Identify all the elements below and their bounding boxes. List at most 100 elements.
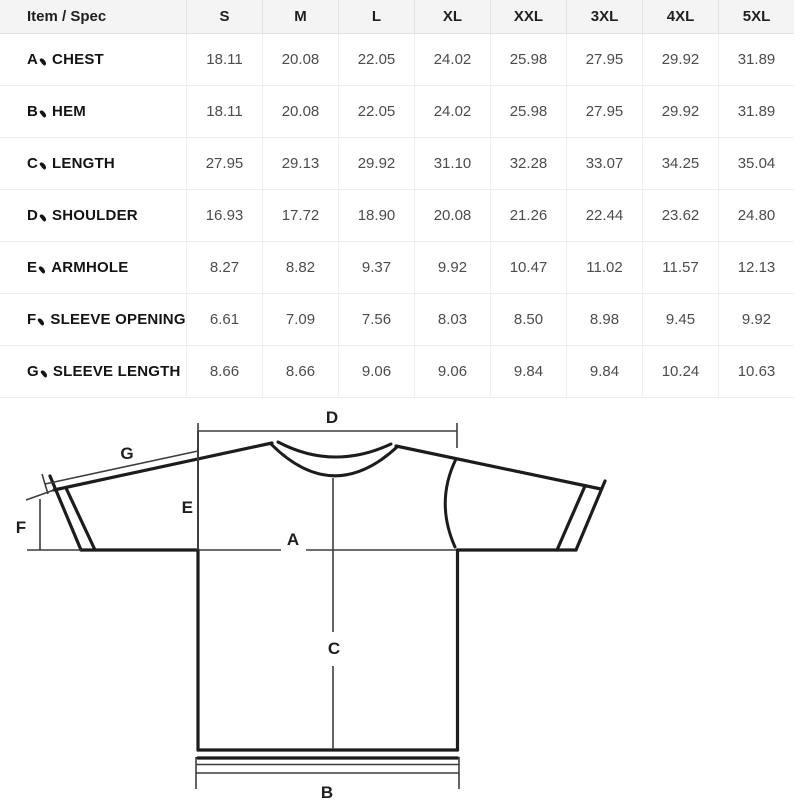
table-header-row: Item / Spec S M L XL XXL 3XL 4XL 5XL (0, 0, 794, 34)
value-cell: 8.82 (262, 242, 338, 293)
dim-label-armhole: E (182, 498, 193, 517)
value-cell: 18.90 (338, 190, 414, 241)
column-header-m: M (262, 0, 338, 33)
ideographic-comma-icon (36, 312, 50, 327)
table-row-armhole: E ARMHOLE 8.27 8.82 9.37 9.92 10.47 11.02… (0, 242, 794, 294)
value-cell: 29.13 (262, 138, 338, 189)
ideographic-comma-icon (37, 260, 51, 275)
value-cell: 9.92 (718, 294, 794, 345)
table-row-sleeve-opening: F SLEEVE OPENING 6.61 7.09 7.56 8.03 8.50… (0, 294, 794, 346)
value-cell: 10.24 (642, 346, 718, 397)
value-cell: 29.92 (642, 34, 718, 85)
column-header-xl: XL (414, 0, 490, 33)
value-cell: 21.26 (490, 190, 566, 241)
value-cell: 18.11 (186, 34, 262, 85)
value-cell: 12.13 (718, 242, 794, 293)
row-measure-name: ARMHOLE (51, 259, 129, 276)
value-cell: 20.08 (414, 190, 490, 241)
value-cell: 20.08 (262, 86, 338, 137)
value-cell: 9.45 (642, 294, 718, 345)
column-header-4xl: 4XL (642, 0, 718, 33)
dim-ext-sleeve-opening-top (25, 489, 55, 501)
value-cell: 31.89 (718, 34, 794, 85)
value-cell: 16.93 (186, 190, 262, 241)
row-label: G SLEEVE LENGTH (0, 346, 186, 397)
row-measure-name: SHOULDER (52, 207, 138, 224)
value-cell: 24.02 (414, 86, 490, 137)
value-cell: 9.92 (414, 242, 490, 293)
size-spec-table: Item / Spec S M L XL XXL 3XL 4XL 5XL A CH… (0, 0, 794, 398)
value-cell: 35.04 (718, 138, 794, 189)
row-label: C LENGTH (0, 138, 186, 189)
value-cell: 33.07 (566, 138, 642, 189)
table-row-shoulder: D SHOULDER 16.93 17.72 18.90 20.08 21.26 … (0, 190, 794, 242)
row-measure-name: CHEST (52, 51, 104, 68)
value-cell: 10.63 (718, 346, 794, 397)
column-header-xxl: XXL (490, 0, 566, 33)
dimension-labels: D G E F A C B (16, 408, 340, 800)
value-cell: 9.84 (566, 346, 642, 397)
tshirt-measurement-diagram: D G E F A C B (0, 402, 800, 800)
row-label: F SLEEVE OPENING (0, 294, 186, 345)
value-cell: 24.02 (414, 34, 490, 85)
value-cell: 9.06 (338, 346, 414, 397)
row-measure-name: HEM (52, 103, 86, 120)
value-cell: 24.80 (718, 190, 794, 241)
value-cell: 25.98 (490, 34, 566, 85)
value-cell: 27.95 (566, 86, 642, 137)
right-cuff-inner-line (555, 484, 587, 552)
column-header-3xl: 3XL (566, 0, 642, 33)
value-cell: 27.95 (186, 138, 262, 189)
value-cell: 8.66 (186, 346, 262, 397)
left-cuff-inner-line (64, 486, 97, 552)
value-cell: 10.47 (490, 242, 566, 293)
row-label: E ARMHOLE (0, 242, 186, 293)
dim-label-sleeve-opening: F (16, 518, 26, 537)
dim-label-hem: B (321, 783, 333, 800)
value-cell: 9.37 (338, 242, 414, 293)
left-sleeve-top-edge (52, 441, 274, 492)
table-row-chest: A CHEST 18.11 20.08 22.05 24.02 25.98 27.… (0, 34, 794, 86)
value-cell: 29.92 (338, 138, 414, 189)
left-cuff-outer-line (48, 474, 83, 552)
value-cell: 20.08 (262, 34, 338, 85)
row-measure-name: SLEEVE OPENING (50, 311, 186, 328)
value-cell: 11.57 (642, 242, 718, 293)
column-header-s: S (186, 0, 262, 33)
dim-line-sleeve-length (44, 450, 199, 485)
dim-label-shoulder: D (326, 408, 338, 427)
table-row-hem: B HEM 18.11 20.08 22.05 24.02 25.98 27.95… (0, 86, 794, 138)
value-cell: 25.98 (490, 86, 566, 137)
value-cell: 22.05 (338, 86, 414, 137)
column-header-item-spec: Item / Spec (27, 8, 107, 25)
collar-inner-curve (276, 440, 393, 459)
value-cell: 23.62 (642, 190, 718, 241)
value-cell: 22.05 (338, 34, 414, 85)
row-label: B HEM (0, 86, 186, 137)
table-row-length: C LENGTH 27.95 29.13 29.92 31.10 32.28 33… (0, 138, 794, 190)
row-letter: D (27, 207, 39, 224)
value-cell: 31.10 (414, 138, 490, 189)
value-cell: 11.02 (566, 242, 642, 293)
column-header-l: L (338, 0, 414, 33)
column-header-5xl: 5XL (718, 0, 794, 33)
right-cuff-outer-line (574, 479, 607, 552)
dim-tick-sleeve-length (41, 473, 49, 495)
collar-outer-curve (269, 442, 399, 478)
row-letter: F (27, 311, 37, 328)
ideographic-comma-icon (39, 364, 53, 379)
value-cell: 17.72 (262, 190, 338, 241)
value-cell: 8.98 (566, 294, 642, 345)
row-letter: E (27, 259, 38, 276)
ideographic-comma-icon (38, 156, 52, 171)
value-cell: 34.25 (642, 138, 718, 189)
value-cell: 6.61 (186, 294, 262, 345)
value-cell: 7.56 (338, 294, 414, 345)
table-row-sleeve-length: G SLEEVE LENGTH 8.66 8.66 9.06 9.06 9.84 … (0, 346, 794, 398)
measurement-lines (25, 423, 460, 789)
row-letter: G (27, 363, 39, 380)
value-cell: 9.84 (490, 346, 566, 397)
value-cell: 32.28 (490, 138, 566, 189)
value-cell: 29.92 (642, 86, 718, 137)
value-cell: 18.11 (186, 86, 262, 137)
